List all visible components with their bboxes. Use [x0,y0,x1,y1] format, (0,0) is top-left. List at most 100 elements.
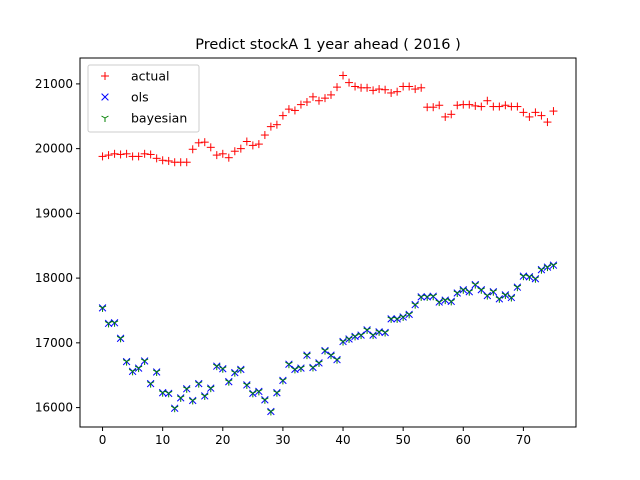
x-tick-label: 30 [275,433,290,447]
x-tick-label: 50 [396,433,411,447]
y-tick-label: 17000 [35,336,73,350]
point-actual [272,120,281,129]
legend-marker-ols [101,93,109,101]
point-bayesian [525,274,534,281]
point-bayesian [429,293,437,301]
point-bayesian [285,361,293,369]
point-bayesian [201,393,209,400]
x-tick-label: 10 [155,433,170,447]
point-bayesian [471,282,480,289]
point-bayesian [309,365,317,372]
point-actual [351,82,360,91]
point-actual [483,96,492,105]
y-tick-label: 18000 [35,271,73,285]
legend-label-ols: ols [131,90,149,105]
point-bayesian [315,360,323,367]
point-actual [104,151,113,160]
point-bayesian [435,299,443,307]
point-bayesian [513,284,522,292]
point-bayesian [116,335,125,343]
point-actual [158,156,167,165]
point-bayesian [134,365,143,373]
point-bayesian [182,386,191,393]
point-bayesian [357,332,365,340]
point-actual [308,92,317,101]
point-actual [188,145,197,154]
point-actual [387,88,396,97]
point-actual [218,149,227,158]
point-actual [411,85,420,94]
point-bayesian [273,390,281,397]
point-bayesian [507,295,516,302]
point-actual [260,131,269,140]
axes-frame [79,57,577,428]
point-bayesian [495,296,504,303]
point-bayesian [219,366,227,373]
point-actual [230,147,239,156]
point-bayesian [297,365,305,373]
point-actual [453,101,462,110]
point-bayesian [279,377,287,385]
point-bayesian [345,336,353,343]
point-bayesian [146,381,155,388]
legend-marker-actual [101,72,109,80]
point-bayesian [351,333,359,341]
point-actual [146,150,155,159]
point-actual [194,138,203,147]
series-bayesian [98,262,558,416]
point-actual [363,83,372,92]
point-bayesian [405,311,413,319]
point-bayesian [339,339,347,346]
point-actual [477,102,486,111]
point-bayesian [104,320,113,328]
point-actual [248,141,257,150]
x-tick-label: 70 [516,433,531,447]
point-actual [254,140,263,149]
point-bayesian [399,314,407,321]
legend-entry-actual: actual [101,69,170,84]
y-tick-label: 21000 [35,77,73,91]
point-bayesian [213,363,221,371]
point-bayesian [477,287,486,294]
point-bayesian [110,320,119,327]
point-actual [152,154,161,163]
point-bayesian [453,290,461,297]
point-bayesian [243,382,251,389]
point-bayesian [543,264,552,272]
point-bayesian [176,395,185,402]
point-bayesian [98,305,107,312]
point-bayesian [261,397,269,404]
point-actual [381,85,390,94]
x-tick-label: 40 [335,433,350,447]
point-actual [465,100,474,109]
point-bayesian [170,405,179,413]
y-tick-label: 19000 [35,206,73,220]
point-actual [284,105,293,114]
point-actual [302,98,311,107]
y-tick-label: 16000 [35,401,73,415]
point-bayesian [255,388,263,396]
point-actual [110,149,119,158]
point-actual [417,83,426,92]
point-actual [543,118,552,127]
point-bayesian [369,332,377,340]
point-actual [164,156,173,165]
point-bayesian [381,330,389,337]
x-tick-label: 60 [456,433,471,447]
point-bayesian [152,369,161,376]
point-bayesian [291,366,299,374]
point-actual [327,90,336,99]
point-actual [206,143,215,152]
point-actual [200,138,209,147]
point-actual [495,102,504,111]
point-actual [140,149,149,158]
point-actual [339,71,348,80]
point-bayesian [501,292,510,299]
point-actual [278,111,287,120]
x-tick-label: 20 [215,433,230,447]
point-bayesian [465,289,474,296]
point-actual [242,137,251,146]
point-bayesian [423,294,431,301]
point-bayesian [140,358,149,365]
